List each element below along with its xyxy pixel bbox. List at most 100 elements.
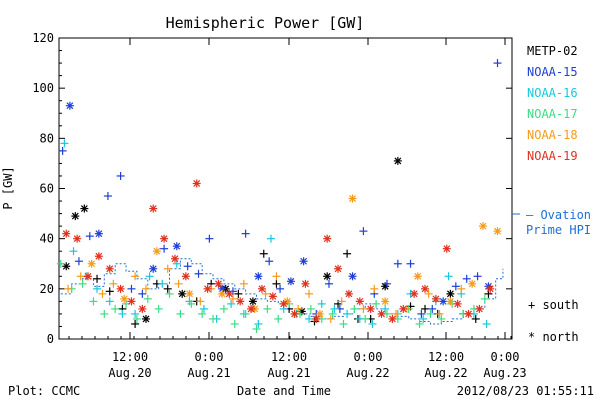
data-point-noaa-17 (198, 309, 207, 318)
data-point-noaa-19 (410, 289, 419, 298)
data-point-noaa-19 (279, 299, 288, 308)
data-point-noaa-16 (343, 309, 352, 318)
data-point-noaa-17 (165, 289, 174, 298)
data-point-noaa-15 (85, 232, 94, 241)
data-point-noaa-18 (348, 194, 357, 203)
data-point-noaa-17 (132, 314, 141, 323)
data-point-noaa-19 (344, 289, 353, 298)
y-tick-label: 100 (32, 81, 54, 95)
data-point-noaa-15 (160, 244, 169, 253)
data-point-noaa-15 (359, 227, 368, 236)
data-point-noaa-18 (479, 222, 488, 231)
plot-frame (58, 37, 513, 340)
data-point-noaa-17 (437, 314, 446, 323)
data-point-noaa-16 (118, 309, 127, 318)
data-point-metp-02 (471, 314, 480, 323)
data-point-metp-02 (62, 262, 71, 271)
data-point-noaa-17 (154, 304, 163, 313)
data-point-noaa-18 (98, 289, 107, 298)
data-point-noaa-19 (214, 279, 223, 288)
data-point-noaa-15 (241, 229, 250, 238)
data-point-metp-02 (234, 289, 243, 298)
data-point-noaa-19 (323, 234, 332, 243)
data-point-noaa-19 (486, 284, 495, 293)
data-point-noaa-19 (236, 297, 245, 306)
data-point-noaa-16 (317, 299, 326, 308)
data-point-noaa-18 (337, 297, 346, 306)
data-point-noaa-15 (65, 101, 74, 110)
data-point-noaa-17 (89, 297, 98, 306)
data-point-noaa-19 (355, 297, 364, 306)
data-point-noaa-19 (225, 289, 234, 298)
data-point-noaa-16 (93, 284, 102, 293)
data-point-noaa-15 (205, 234, 214, 243)
data-point-noaa-17 (350, 304, 359, 313)
data-point-noaa-18 (64, 284, 73, 293)
data-point-noaa-17 (111, 304, 120, 313)
data-point-metp-02 (272, 279, 281, 288)
data-point-noaa-19 (442, 244, 451, 253)
data-point-noaa-16 (482, 319, 491, 328)
data-point-noaa-16 (368, 319, 377, 328)
data-point-noaa-19 (105, 264, 114, 273)
y-axis-ticks: 0 20 40 60 80 100 120 (32, 31, 512, 346)
data-point-noaa-18 (141, 284, 150, 293)
data-point-noaa-15 (194, 269, 203, 278)
data-point-noaa-19 (421, 284, 430, 293)
data-point-noaa-19 (312, 314, 321, 323)
data-point-noaa-15 (276, 284, 285, 293)
timestamp: 2012/08/23 01:55:11 (457, 384, 594, 398)
data-point-noaa-17 (100, 309, 109, 318)
data-point-noaa-15 (103, 192, 112, 201)
data-point-noaa-16 (330, 304, 339, 313)
data-point-noaa-18 (87, 259, 96, 268)
data-point-noaa-16 (60, 139, 69, 148)
legend-entry-noaa-17: NOAA-17 (527, 107, 578, 121)
y-tick-label: 120 (32, 31, 54, 45)
data-point-noaa-15 (94, 229, 103, 238)
data-point-noaa-19 (464, 309, 473, 318)
x-tick-time-label: 12:00 (112, 350, 148, 364)
data-point-noaa-19 (301, 279, 310, 288)
data-point-noaa-18 (493, 227, 502, 236)
data-point-noaa-19 (377, 309, 386, 318)
data-point-noaa-16 (305, 314, 314, 323)
data-point-noaa-15 (324, 279, 333, 288)
data-point-noaa-18 (326, 314, 335, 323)
data-point-noaa-15 (218, 284, 227, 293)
data-point-noaa-19 (138, 304, 147, 313)
x-axis-label: Date and Time (237, 384, 331, 398)
data-point-noaa-15 (299, 257, 308, 266)
y-axis-label: P [GW] (1, 166, 15, 209)
data-point-noaa-17 (56, 259, 65, 268)
data-point-noaa-18 (120, 294, 129, 303)
data-point-noaa-15 (417, 309, 426, 318)
data-point-noaa-19 (431, 294, 440, 303)
data-point-noaa-16 (199, 304, 208, 313)
data-point-metp-02 (105, 287, 114, 296)
data-point-noaa-17 (426, 309, 435, 318)
data-point-metp-02 (446, 289, 455, 298)
data-point-noaa-19 (399, 304, 408, 313)
data-point-noaa-19 (290, 309, 299, 318)
x-axis-ticks: 12:00 Aug.20 0:00 Aug.21 12:00 Aug.21 0:00 Aug.… (68, 38, 527, 380)
data-point-noaa-17 (187, 299, 196, 308)
y-axis-label-group: P [GW] (1, 166, 15, 209)
data-point-noaa-19 (453, 299, 462, 308)
data-point-noaa-19 (116, 284, 125, 293)
data-point-noaa-17 (339, 319, 348, 328)
data-point-noaa-18 (185, 289, 194, 298)
y-tick-label: 0 (47, 332, 54, 346)
data-point-noaa-15 (439, 297, 448, 306)
data-point-noaa-15 (172, 242, 181, 251)
data-point-noaa-19 (388, 314, 397, 323)
data-point-noaa-18 (413, 272, 422, 281)
data-point-noaa-15 (473, 272, 482, 281)
x-tick-time-label: 0:00 (491, 350, 520, 364)
ovation-label-1: — Ovation (526, 208, 591, 222)
data-point-noaa-17 (209, 314, 218, 323)
data-point-noaa-17 (306, 304, 315, 313)
south-marker-label: + south (528, 298, 579, 312)
data-point-noaa-19 (62, 229, 71, 238)
chart-title: Hemispheric Power [GW] (166, 14, 365, 32)
